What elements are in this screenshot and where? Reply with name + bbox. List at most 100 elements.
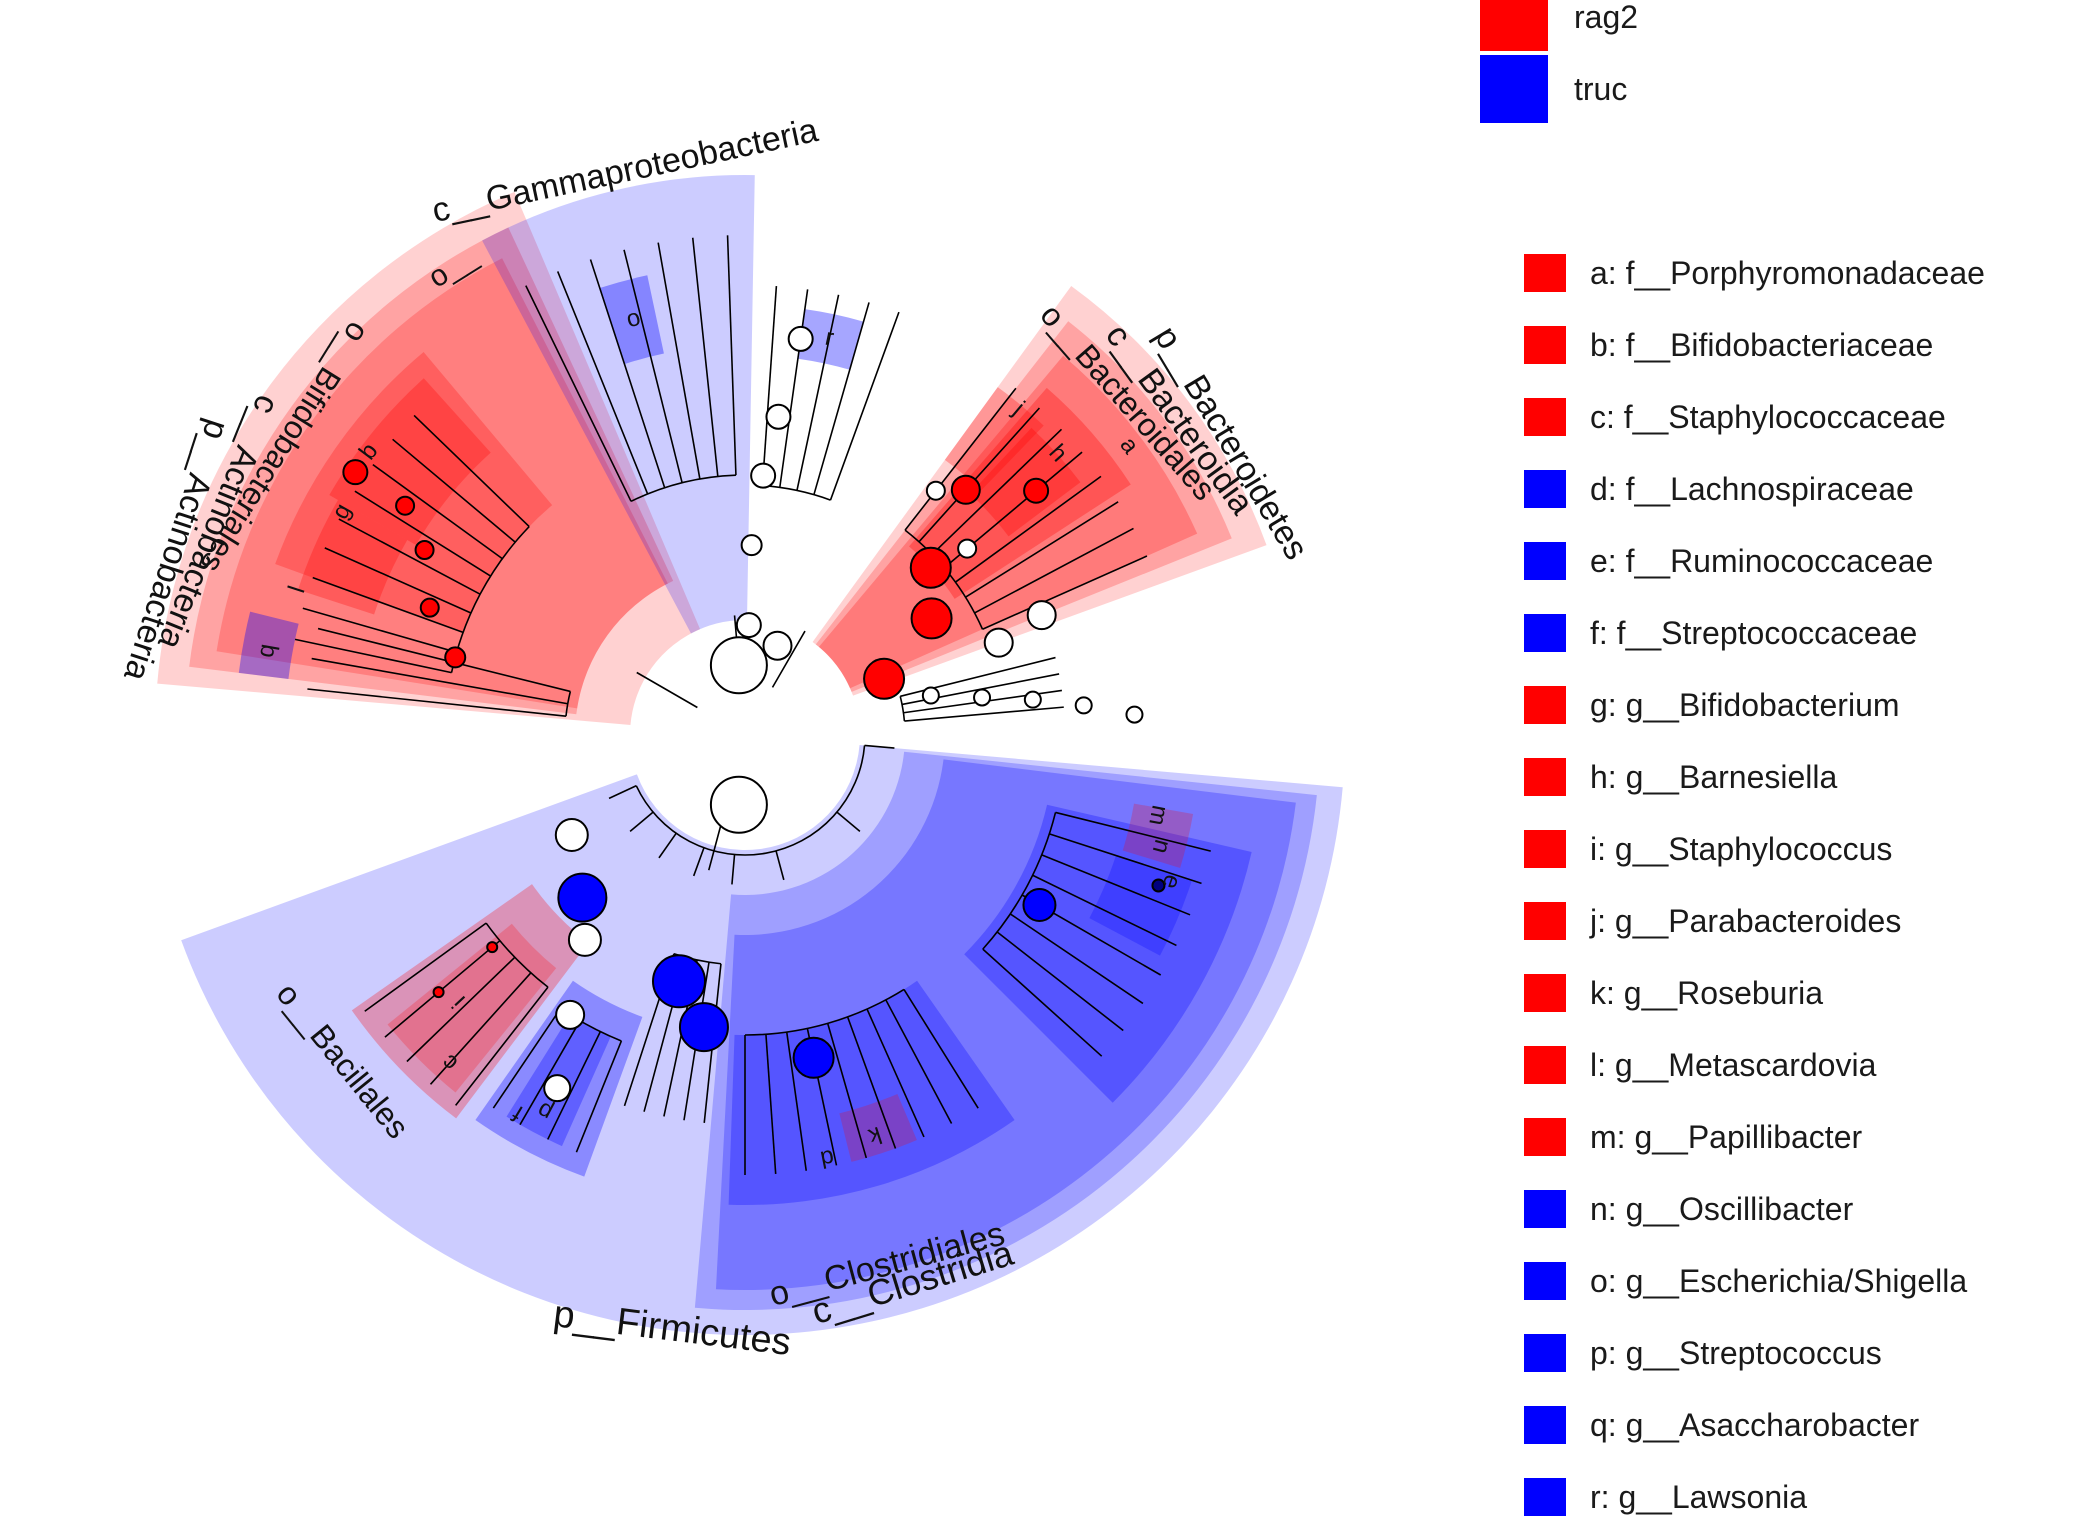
sector-g-metascardovia bbox=[298, 500, 408, 615]
fan-firmicutes-base-arc bbox=[635, 745, 866, 856]
fan-ruminococcaceae-tip-2 bbox=[1041, 854, 1191, 916]
sector-f-ruminococcaceae bbox=[964, 804, 1252, 1103]
fan-gamma-tip-1 bbox=[556, 271, 649, 495]
fan-bifido-tip-1 bbox=[302, 607, 457, 654]
legend-item-e: e: f__Ruminococcaceae bbox=[1480, 536, 1933, 586]
fan-bifido-tip-4 bbox=[338, 518, 481, 595]
fan-bacteroidales-tip-4 bbox=[954, 475, 1102, 583]
legend-text-r: r: g__Lawsonia bbox=[1590, 1478, 1808, 1515]
fan-actino-tips-tip-0 bbox=[307, 688, 567, 717]
legend-item-f: f: f__Streptococcaceae bbox=[1480, 608, 1917, 658]
node-staph-g bbox=[432, 986, 445, 999]
fan-lachnospiraceae-tip-1 bbox=[885, 999, 953, 1124]
node-bacteroidia bbox=[910, 597, 953, 640]
fan-other-tips-tip-3 bbox=[904, 706, 1064, 722]
legend-swatch-c bbox=[1524, 398, 1566, 436]
node-proteo bbox=[735, 612, 762, 639]
legend-item-d: d: f__Lachnospiraceae bbox=[1480, 464, 1914, 514]
fan-bifido-tip-3 bbox=[324, 547, 472, 614]
fan-lachnospiraceae-tip-7 bbox=[765, 1034, 777, 1174]
legend-swatch-j bbox=[1524, 902, 1566, 940]
fan-strepto-tip-0 bbox=[575, 1040, 623, 1153]
legend-swatch-l bbox=[1524, 1046, 1566, 1084]
marker-letter-d: d bbox=[818, 1144, 836, 1173]
legend-item-p: p: g__Streptococcus bbox=[1480, 1328, 1882, 1378]
legend-swatch-o bbox=[1524, 1262, 1566, 1300]
fan-lachnospiraceae-arc bbox=[744, 988, 905, 1036]
sector-o-clostridiales bbox=[715, 759, 1296, 1290]
node-actino bbox=[444, 646, 467, 669]
legend-text-b: b: f__Bifidobacteriaceae bbox=[1590, 326, 1934, 363]
sector-f-lachnospiraceae bbox=[728, 980, 1015, 1206]
sector-g-escherichia bbox=[599, 275, 664, 365]
legend-item-l: l: g__Metascardovia bbox=[1480, 1040, 1876, 1090]
legend-text-j: j: g__Parabacteroides bbox=[1590, 902, 1902, 939]
fan-lachnospiraceae-tip-0 bbox=[903, 988, 979, 1109]
legend-text-p: p: g__Streptococcus bbox=[1590, 1334, 1882, 1371]
legend-text-o: o: g__Escherichia/Shigella bbox=[1590, 1262, 1968, 1299]
legend-item-i: i: g__Staphylococcus bbox=[1480, 824, 1892, 874]
fan-actino-tips bbox=[307, 627, 572, 717]
fan-gamma-tip-5 bbox=[691, 237, 719, 477]
fan-proteo-other-tip-4 bbox=[829, 311, 900, 501]
legend-swatch-d bbox=[1524, 470, 1566, 508]
node-bact-w3 bbox=[957, 538, 978, 559]
node-white-1 bbox=[762, 630, 793, 661]
fan-bacteroidales-tip-0 bbox=[904, 387, 1017, 531]
fan-lachnospiraceae-tip-2 bbox=[866, 1008, 925, 1138]
fan-other-tips-arc bbox=[899, 696, 906, 722]
fan-firmicutes-base-tip-2 bbox=[775, 850, 785, 881]
fan-lachnospiraceae-tip-4 bbox=[826, 1023, 868, 1159]
sector-g-roseburia bbox=[839, 1093, 917, 1162]
fan-gamma bbox=[525, 235, 737, 503]
sector-o-bifidobacteriales bbox=[216, 258, 668, 709]
fan-strepto-tip-3 bbox=[492, 1008, 562, 1109]
fan-strepto-tip-2 bbox=[519, 1020, 581, 1126]
fan-bacteroidales bbox=[904, 387, 1148, 630]
sector-g-lawsonia bbox=[797, 309, 864, 370]
fan-gamma-tip-0 bbox=[525, 285, 632, 502]
legend-item-b: b: f__Bifidobacteriaceae bbox=[1480, 320, 1933, 370]
node-bacilli-w2 bbox=[567, 922, 602, 957]
sector-layer bbox=[157, 175, 1343, 1336]
legend-text-f: f: f__Streptococcaceae bbox=[1590, 614, 1918, 651]
fan-firmicutes-base-tip-5 bbox=[658, 832, 677, 859]
fan-bacteroidales-tip-5 bbox=[965, 501, 1119, 598]
node-clostridiales bbox=[678, 1002, 729, 1053]
legend-text-d: d: f__Lachnospiraceae bbox=[1590, 470, 1914, 507]
sector-g-papillibacter bbox=[1122, 803, 1194, 869]
legend-text-q: q: g__Asaccharobacter bbox=[1590, 1406, 1920, 1443]
fan-bacillales-tip-1 bbox=[429, 972, 532, 1085]
fan-proteo-other-tip-0 bbox=[761, 286, 778, 486]
fan-ruminococcaceae-tip-5 bbox=[1009, 913, 1144, 1005]
legend-text-k: k: g__Roseburia bbox=[1590, 974, 1824, 1011]
legend-item-g: g: g__Bifidobacterium bbox=[1480, 680, 1900, 730]
fan-gamma-tip-4 bbox=[657, 242, 701, 480]
fan-bifido-tip-2 bbox=[312, 576, 464, 634]
node-proteo-w3 bbox=[765, 403, 792, 430]
legend-text-c: c: f__Staphylococcaceae bbox=[1590, 398, 1946, 435]
legend-swatch-n bbox=[1524, 1190, 1566, 1228]
legend-swatch-truc bbox=[1480, 55, 1548, 123]
fan-bifido-tip-0 bbox=[294, 638, 452, 674]
fan-proteo-other-arc bbox=[762, 484, 831, 501]
node-root-b bbox=[709, 775, 768, 834]
sector-c-gammaproteobacteria bbox=[482, 175, 755, 634]
legend-swatch-p bbox=[1524, 1334, 1566, 1372]
fan-ruminococcaceae-tip-6 bbox=[996, 931, 1124, 1032]
legend-text-n: n: g__Oscillibacter bbox=[1590, 1190, 1854, 1227]
legend-text-a: a: f__Porphyromonadaceae bbox=[1590, 254, 1985, 291]
node-other-w5 bbox=[1125, 705, 1144, 724]
legend-swatch-h bbox=[1524, 758, 1566, 796]
fan-firmicutes-base-tip-7 bbox=[608, 784, 637, 800]
branch-root-actino bbox=[636, 671, 698, 709]
legend-item-h: h: g__Barnesiella bbox=[1480, 752, 1837, 802]
node-lachno bbox=[792, 1036, 835, 1079]
fan-gamma-tip-3 bbox=[623, 249, 683, 483]
fan-firmicutes-base-tip-3 bbox=[731, 854, 736, 885]
legend-item-j: j: g__Parabacteroides bbox=[1480, 896, 1901, 946]
node-proteo-w1 bbox=[740, 534, 763, 557]
fan-gamma-tip-6 bbox=[726, 235, 737, 476]
node-bact-w1 bbox=[983, 627, 1014, 658]
node-barnesiella bbox=[1023, 477, 1050, 504]
